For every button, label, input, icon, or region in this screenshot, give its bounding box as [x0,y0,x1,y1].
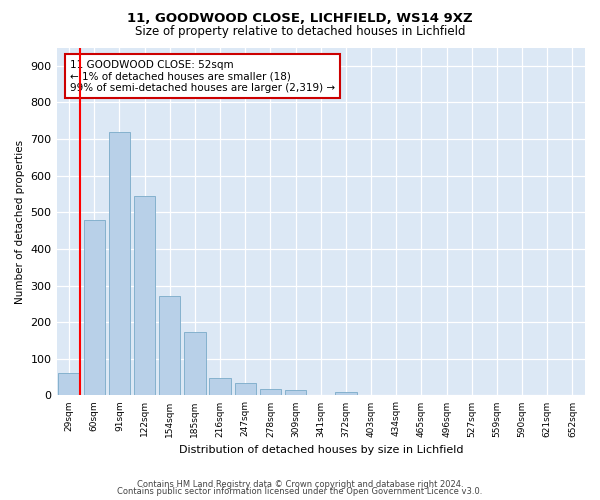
Bar [285,390,307,396]
Bar [109,132,130,396]
X-axis label: Distribution of detached houses by size in Lichfield: Distribution of detached houses by size … [179,445,463,455]
Y-axis label: Number of detached properties: Number of detached properties [15,140,25,304]
Text: Contains HM Land Registry data © Crown copyright and database right 2024.: Contains HM Land Registry data © Crown c… [137,480,463,489]
Text: Size of property relative to detached houses in Lichfield: Size of property relative to detached ho… [135,25,465,38]
Bar [184,332,206,396]
Bar [134,196,155,396]
Text: Contains public sector information licensed under the Open Government Licence v3: Contains public sector information licen… [118,488,482,496]
Bar [209,378,231,396]
Bar [83,220,105,396]
Bar [260,389,281,396]
Text: 11, GOODWOOD CLOSE, LICHFIELD, WS14 9XZ: 11, GOODWOOD CLOSE, LICHFIELD, WS14 9XZ [127,12,473,26]
Bar [58,372,80,396]
Bar [335,392,356,396]
Bar [235,382,256,396]
Bar [159,296,181,396]
Text: 11 GOODWOOD CLOSE: 52sqm
← 1% of detached houses are smaller (18)
99% of semi-de: 11 GOODWOOD CLOSE: 52sqm ← 1% of detache… [70,60,335,93]
